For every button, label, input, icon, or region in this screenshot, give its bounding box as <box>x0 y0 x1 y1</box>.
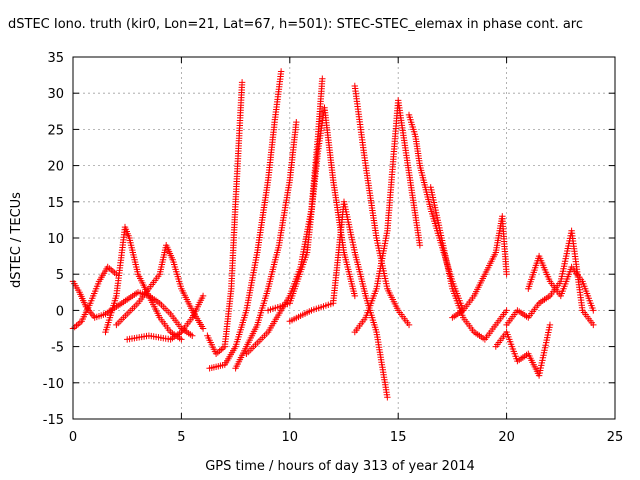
data-point <box>277 68 285 75</box>
x-axis-label: GPS time / hours of day 313 of year 2014 <box>205 459 475 474</box>
series-16 <box>449 213 510 321</box>
y-tick-label: 0 <box>56 304 64 319</box>
data-point <box>199 292 207 300</box>
series-8 <box>232 118 300 372</box>
series-4 <box>113 242 207 332</box>
y-tick-label: -15 <box>43 413 64 428</box>
series-10 <box>264 104 359 314</box>
series-7 <box>206 68 285 372</box>
y-tick-label: 10 <box>47 232 64 247</box>
data-point <box>503 307 510 314</box>
data-point <box>109 268 117 275</box>
series-2 <box>69 263 120 332</box>
axis-ticks <box>72 56 616 420</box>
x-tick-label: 25 <box>607 430 624 445</box>
data-point <box>590 321 597 329</box>
data-point <box>405 321 413 329</box>
data-point <box>546 321 554 329</box>
chart-title: dSTEC Iono. truth (kir0, Lon=21, Lat=67,… <box>8 17 583 32</box>
data-point <box>384 394 391 401</box>
data-point <box>178 336 185 343</box>
x-tick-label: 20 <box>498 430 515 445</box>
y-axis-label: dSTEC / TECUs <box>9 192 24 288</box>
y-tick-label: 25 <box>47 123 64 138</box>
data-point <box>590 307 597 314</box>
y-tick-label: 15 <box>47 196 64 211</box>
y-tick-label: -5 <box>51 341 64 356</box>
x-tick-labels: 0 5 10 15 20 25 <box>69 430 623 445</box>
x-tick-label: 15 <box>390 430 407 445</box>
series-11 <box>286 198 391 401</box>
data-point <box>319 75 326 82</box>
series-6 <box>204 79 246 357</box>
data-point <box>218 346 225 353</box>
series-3 <box>102 223 185 343</box>
y-tick-label: 5 <box>56 268 64 283</box>
x-tick-label: 5 <box>177 430 185 445</box>
series-5 <box>124 292 207 343</box>
y-tick-label: 20 <box>47 160 64 175</box>
x-tick-label: 0 <box>69 430 77 445</box>
series-12 <box>351 82 413 329</box>
data-point <box>75 321 82 328</box>
data-point <box>503 271 510 278</box>
x-tick-label: 10 <box>282 430 299 445</box>
data-point <box>238 79 246 86</box>
series-13 <box>351 97 424 336</box>
data-points <box>69 68 597 401</box>
series-15 <box>427 184 510 343</box>
y-tick-label: 35 <box>47 51 64 66</box>
y-tick-label: -10 <box>43 377 64 392</box>
y-tick-label: 30 <box>47 87 64 102</box>
data-point <box>416 242 424 249</box>
series-17 <box>492 321 554 379</box>
y-tick-labels: -15 -10 -5 0 5 10 15 20 25 30 35 <box>43 51 64 428</box>
data-point <box>199 325 207 332</box>
series-19 <box>503 227 597 329</box>
data-point <box>351 292 359 300</box>
data-point <box>293 118 300 126</box>
data-point <box>189 332 196 339</box>
